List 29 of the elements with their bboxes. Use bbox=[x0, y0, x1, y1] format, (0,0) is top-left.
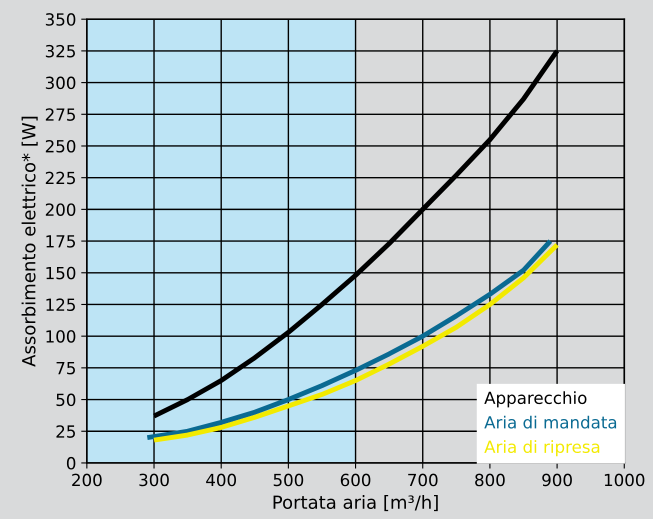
y-tick-label: 75 bbox=[56, 362, 75, 374]
x-tick-label: 300 bbox=[139, 474, 169, 486]
y-tick-label: 250 bbox=[46, 140, 76, 153]
text: Aria di mandata bbox=[484, 416, 616, 429]
x-tick-label: 500 bbox=[274, 474, 304, 486]
x-tick-label: 400 bbox=[206, 474, 236, 486]
y-tick-label: 200 bbox=[46, 203, 76, 216]
x-tick-label: 1000 bbox=[604, 474, 644, 486]
y-tick-label: 0 bbox=[66, 456, 76, 470]
x-tick-label: 900 bbox=[542, 474, 572, 486]
x-tick-label: 700 bbox=[408, 474, 438, 486]
y-tick-label: 125 bbox=[46, 298, 75, 312]
y-tick-label: 350 bbox=[46, 13, 76, 26]
y-axis-title: Assorbimento elettrico* [W] bbox=[22, 116, 38, 367]
text: Apparecchio bbox=[484, 391, 586, 408]
y-tick-label: 225 bbox=[46, 172, 75, 184]
y-tick-label: 100 bbox=[46, 330, 76, 343]
y-tick-label: 25 bbox=[56, 425, 75, 438]
y-tick-label: 150 bbox=[46, 266, 76, 280]
x-tick-label: 600 bbox=[340, 474, 370, 486]
y-tick-label: 275 bbox=[46, 108, 75, 121]
x-axis-title: Portata aria [m³/h] bbox=[274, 495, 438, 512]
y-tick-label: 325 bbox=[46, 44, 75, 58]
y-tick-label: 175 bbox=[46, 235, 75, 248]
x-tick-label: 200 bbox=[72, 474, 102, 486]
text: Aria di ripresa bbox=[484, 440, 600, 456]
x-tick-label: 800 bbox=[475, 474, 505, 486]
y-tick-label: 50 bbox=[56, 394, 76, 406]
y-tick-label: 300 bbox=[46, 76, 76, 90]
